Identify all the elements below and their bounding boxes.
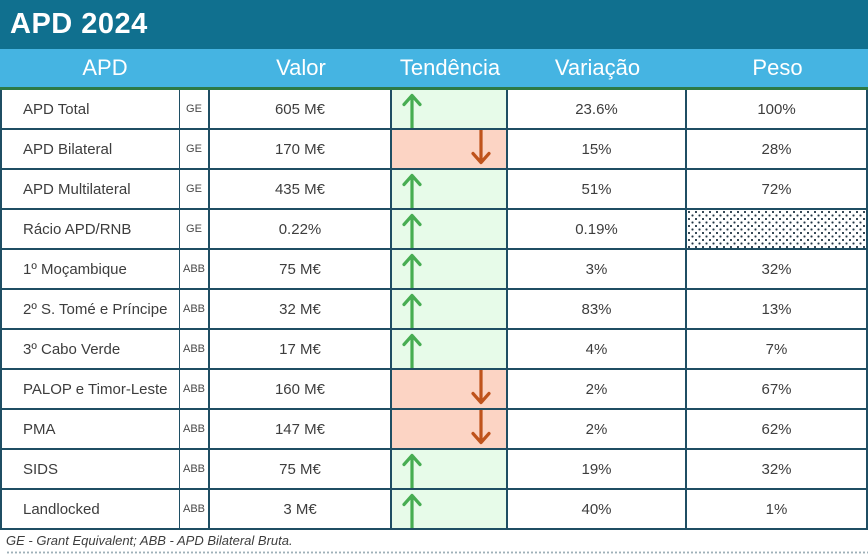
- variation-cell: 83%: [508, 290, 687, 330]
- value-cell: 3 M€: [210, 490, 392, 530]
- trend-cell: [392, 490, 508, 530]
- peso-cell: 100%: [687, 90, 868, 130]
- trend-down-arrow-icon: [471, 370, 491, 405]
- trend-cell: [392, 410, 508, 450]
- table-footer: GE - Grant Equivalent; ABB - APD Bilater…: [0, 530, 868, 554]
- column-header-variacao: Variação: [554, 55, 641, 80]
- trend-cell: [392, 290, 508, 330]
- trend-up-arrow-icon: [402, 173, 422, 208]
- value-cell: 0.22%: [210, 210, 392, 250]
- trend-up-arrow-icon: [402, 333, 422, 368]
- trend-cell: [392, 450, 508, 490]
- row-tag: GE: [180, 170, 210, 210]
- row-label: APD Total: [0, 90, 180, 130]
- trend-up-arrow-icon: [402, 253, 422, 288]
- variation-cell: 0.19%: [508, 210, 687, 250]
- value-cell: 17 M€: [210, 330, 392, 370]
- peso-cell: 32%: [687, 450, 868, 490]
- peso-cell: 28%: [687, 130, 868, 170]
- row-tag: ABB: [180, 410, 210, 450]
- row-label: PALOP e Timor-Leste: [0, 370, 180, 410]
- peso-cell: [687, 210, 868, 250]
- variation-cell: 40%: [508, 490, 687, 530]
- row-tag: ABB: [180, 450, 210, 490]
- peso-cell: 72%: [687, 170, 868, 210]
- row-label: 2º S. Tomé e Príncipe: [0, 290, 180, 330]
- column-header-apd: APD: [82, 55, 128, 80]
- row-label: APD Bilateral: [0, 130, 180, 170]
- trend-down-arrow-icon: [471, 130, 491, 165]
- row-tag: ABB: [180, 290, 210, 330]
- column-header-tendencia: Tendência: [399, 55, 501, 80]
- trend-cell: [392, 250, 508, 290]
- row-tag: GE: [180, 210, 210, 250]
- row-tag: GE: [180, 90, 210, 130]
- footnote: GE - Grant Equivalent; ABB - APD Bilater…: [6, 533, 293, 548]
- variation-cell: 51%: [508, 170, 687, 210]
- value-cell: 75 M€: [210, 250, 392, 290]
- table-body: APD Total GE 605 M€ 23.6% 100% APD Bilat…: [0, 90, 868, 530]
- value-cell: 605 M€: [210, 90, 392, 130]
- trend-up-arrow-icon: [402, 453, 422, 488]
- row-tag: ABB: [180, 490, 210, 530]
- value-cell: 160 M€: [210, 370, 392, 410]
- table-header-row: APD Valor Tendência Variação Peso: [0, 49, 868, 87]
- trend-up-arrow-icon: [402, 293, 422, 328]
- trend-cell: [392, 130, 508, 170]
- variation-cell: 2%: [508, 410, 687, 450]
- peso-cell: 32%: [687, 250, 868, 290]
- trend-cell: [392, 330, 508, 370]
- trend-cell: [392, 170, 508, 210]
- row-tag: ABB: [180, 370, 210, 410]
- value-cell: 75 M€: [210, 450, 392, 490]
- dotted-divider: [6, 551, 868, 554]
- variation-cell: 4%: [508, 330, 687, 370]
- value-cell: 170 M€: [210, 130, 392, 170]
- column-header-peso: Peso: [752, 55, 803, 80]
- variation-cell: 23.6%: [508, 90, 687, 130]
- trend-down-arrow-icon: [471, 410, 491, 445]
- row-tag: ABB: [180, 250, 210, 290]
- variation-cell: 19%: [508, 450, 687, 490]
- trend-up-arrow-icon: [402, 493, 422, 528]
- variation-cell: 2%: [508, 370, 687, 410]
- row-label: APD Multilateral: [0, 170, 180, 210]
- trend-cell: [392, 210, 508, 250]
- variation-cell: 15%: [508, 130, 687, 170]
- peso-cell: 67%: [687, 370, 868, 410]
- trend-up-arrow-icon: [402, 93, 422, 128]
- row-label: Landlocked: [0, 490, 180, 530]
- title-bar: APD 2024: [0, 0, 868, 49]
- row-tag: ABB: [180, 330, 210, 370]
- peso-cell: 7%: [687, 330, 868, 370]
- header-underline: [0, 87, 868, 90]
- trend-cell: [392, 370, 508, 410]
- value-cell: 147 M€: [210, 410, 392, 450]
- trend-up-arrow-icon: [402, 213, 422, 248]
- value-cell: 32 M€: [210, 290, 392, 330]
- row-label: 3º Cabo Verde: [0, 330, 180, 370]
- row-label: Rácio APD/RNB: [0, 210, 180, 250]
- trend-cell: [392, 90, 508, 130]
- row-label: PMA: [0, 410, 180, 450]
- page-title: APD 2024: [10, 8, 148, 40]
- peso-cell: 13%: [687, 290, 868, 330]
- peso-cell: 62%: [687, 410, 868, 450]
- row-tag: GE: [180, 130, 210, 170]
- peso-cell: 1%: [687, 490, 868, 530]
- value-cell: 435 M€: [210, 170, 392, 210]
- variation-cell: 3%: [508, 250, 687, 290]
- column-header-valor: Valor: [276, 55, 326, 80]
- row-label: 1º Moçambique: [0, 250, 180, 290]
- row-label: SIDS: [0, 450, 180, 490]
